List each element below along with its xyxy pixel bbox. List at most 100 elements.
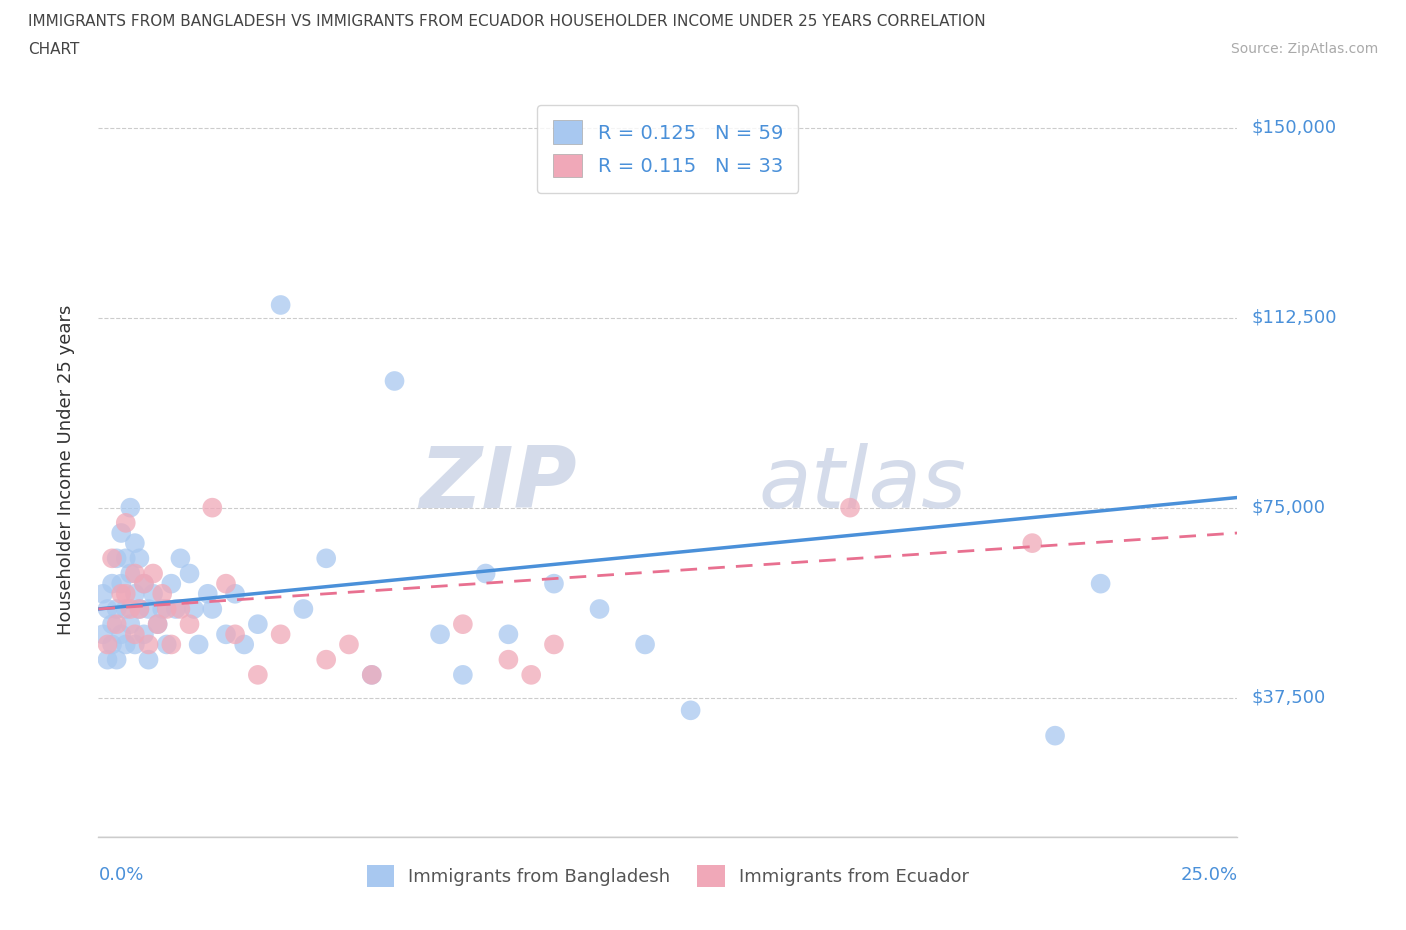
Immigrants from Bangladesh (128, 551, 150, 565)
Immigrants from Ecuador (215, 577, 238, 591)
Immigrants from Bangladesh (101, 637, 124, 652)
Immigrants from Ecuador (270, 627, 292, 642)
Immigrants from Bangladesh (384, 374, 406, 389)
Immigrants from Bangladesh (124, 586, 146, 601)
Immigrants from Ecuador (315, 652, 337, 667)
Immigrants from Bangladesh (91, 586, 114, 601)
Immigrants from Ecuador (138, 637, 160, 652)
Immigrants from Ecuador (120, 602, 142, 617)
Immigrants from Bangladesh (197, 586, 219, 601)
Immigrants from Bangladesh (120, 500, 142, 515)
Immigrants from Bangladesh (451, 668, 474, 683)
Immigrants from Bangladesh (315, 551, 337, 565)
Immigrants from Ecuador (142, 566, 165, 581)
Immigrants from Bangladesh (142, 586, 165, 601)
Immigrants from Ecuador (146, 617, 169, 631)
Immigrants from Bangladesh (105, 551, 128, 565)
Immigrants from Bangladesh (101, 617, 124, 631)
Immigrants from Bangladesh (105, 602, 128, 617)
Y-axis label: Householder Income Under 25 years: Householder Income Under 25 years (56, 304, 75, 635)
Text: $150,000: $150,000 (1251, 119, 1336, 137)
Immigrants from Ecuador (105, 617, 128, 631)
Immigrants from Ecuador (114, 515, 136, 530)
Immigrants from Ecuador (224, 627, 246, 642)
Text: 0.0%: 0.0% (98, 867, 143, 884)
Immigrants from Bangladesh (114, 637, 136, 652)
Immigrants from Bangladesh (201, 602, 224, 617)
Immigrants from Bangladesh (110, 577, 132, 591)
Immigrants from Ecuador (101, 551, 124, 565)
Immigrants from Bangladesh (146, 617, 169, 631)
Text: 25.0%: 25.0% (1180, 867, 1237, 884)
Text: atlas: atlas (759, 443, 967, 525)
Immigrants from Ecuador (498, 652, 520, 667)
Immigrants from Bangladesh (114, 551, 136, 565)
Immigrants from Bangladesh (187, 637, 209, 652)
Immigrants from Bangladesh (165, 602, 187, 617)
Immigrants from Bangladesh (160, 577, 183, 591)
Immigrants from Bangladesh (120, 566, 142, 581)
Immigrants from Bangladesh (110, 525, 132, 540)
Immigrants from Bangladesh (588, 602, 610, 617)
Immigrants from Ecuador (114, 586, 136, 601)
Immigrants from Bangladesh (224, 586, 246, 601)
Immigrants from Ecuador (1021, 536, 1043, 551)
Immigrants from Bangladesh (105, 652, 128, 667)
Immigrants from Ecuador (124, 627, 146, 642)
Immigrants from Ecuador (156, 602, 179, 617)
Text: $37,500: $37,500 (1251, 688, 1326, 707)
Immigrants from Bangladesh (543, 577, 565, 591)
Immigrants from Bangladesh (150, 602, 173, 617)
Immigrants from Ecuador (360, 668, 382, 683)
Immigrants from Ecuador (246, 668, 269, 683)
Immigrants from Bangladesh (128, 602, 150, 617)
Immigrants from Bangladesh (1090, 577, 1112, 591)
Immigrants from Bangladesh (132, 627, 155, 642)
Immigrants from Ecuador (169, 602, 191, 617)
Text: Source: ZipAtlas.com: Source: ZipAtlas.com (1230, 42, 1378, 56)
Immigrants from Ecuador (839, 500, 862, 515)
Immigrants from Ecuador (96, 637, 118, 652)
Immigrants from Ecuador (520, 668, 543, 683)
Immigrants from Bangladesh (498, 627, 520, 642)
Immigrants from Bangladesh (292, 602, 315, 617)
Immigrants from Bangladesh (110, 627, 132, 642)
Immigrants from Bangladesh (429, 627, 451, 642)
Immigrants from Bangladesh (679, 703, 702, 718)
Immigrants from Bangladesh (179, 566, 201, 581)
Immigrants from Bangladesh (634, 637, 657, 652)
Immigrants from Bangladesh (183, 602, 205, 617)
Immigrants from Bangladesh (120, 617, 142, 631)
Immigrants from Bangladesh (156, 637, 179, 652)
Immigrants from Bangladesh (132, 577, 155, 591)
Immigrants from Ecuador (337, 637, 360, 652)
Immigrants from Bangladesh (91, 627, 114, 642)
Immigrants from Bangladesh (138, 652, 160, 667)
Immigrants from Bangladesh (1043, 728, 1066, 743)
Immigrants from Bangladesh (233, 637, 256, 652)
Immigrants from Ecuador (543, 637, 565, 652)
Text: ZIP: ZIP (419, 443, 576, 525)
Immigrants from Ecuador (124, 566, 146, 581)
Immigrants from Ecuador (150, 586, 173, 601)
Immigrants from Bangladesh (96, 652, 118, 667)
Legend: Immigrants from Bangladesh, Immigrants from Ecuador: Immigrants from Bangladesh, Immigrants f… (360, 857, 976, 894)
Text: IMMIGRANTS FROM BANGLADESH VS IMMIGRANTS FROM ECUADOR HOUSEHOLDER INCOME UNDER 2: IMMIGRANTS FROM BANGLADESH VS IMMIGRANTS… (28, 14, 986, 29)
Immigrants from Bangladesh (169, 551, 191, 565)
Text: CHART: CHART (28, 42, 80, 57)
Immigrants from Ecuador (201, 500, 224, 515)
Immigrants from Ecuador (132, 577, 155, 591)
Immigrants from Bangladesh (114, 602, 136, 617)
Immigrants from Bangladesh (474, 566, 496, 581)
Immigrants from Bangladesh (215, 627, 238, 642)
Immigrants from Ecuador (128, 602, 150, 617)
Immigrants from Ecuador (179, 617, 201, 631)
Immigrants from Bangladesh (101, 577, 124, 591)
Immigrants from Bangladesh (96, 602, 118, 617)
Immigrants from Bangladesh (360, 668, 382, 683)
Immigrants from Bangladesh (138, 602, 160, 617)
Immigrants from Ecuador (160, 637, 183, 652)
Immigrants from Bangladesh (246, 617, 269, 631)
Text: $112,500: $112,500 (1251, 309, 1337, 326)
Immigrants from Bangladesh (124, 536, 146, 551)
